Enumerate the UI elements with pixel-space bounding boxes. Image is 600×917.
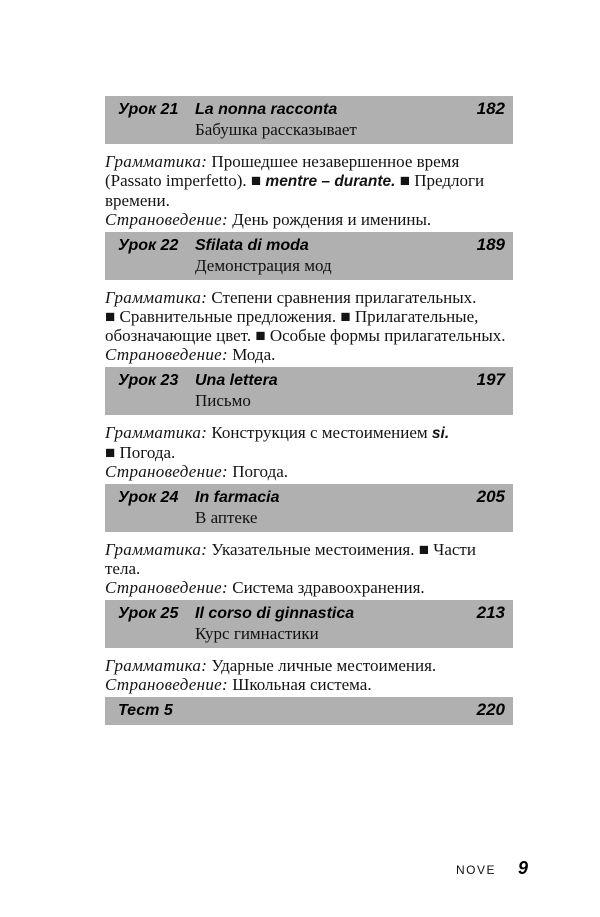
lesson-header-bar: Урок 21 La nonna racconta 182 Бабушка расск… [105,96,513,144]
lesson-details: Грамматика: Указательные местоимения. ■ … [105,540,513,597]
note-text: Степени сравнения прилагательных. ■ Срав… [105,288,506,345]
toc-entry: Тест 5 220 [105,697,513,725]
lesson-details: Грамматика: Конструкция с местоимением s… [105,423,513,481]
lesson-number: Урок 23 [118,372,179,389]
note-label: Грамматика: [105,152,208,171]
test-header-bar: Тест 5 220 [105,697,513,725]
lesson-header-bar: Урок 22 Sfilata di moda 189 Демонстрация мо… [105,232,513,280]
footer-page-word: NOVE [455,863,496,877]
header-bar-row: Урок 23 Una lettera 197 [118,370,505,390]
footer-page-number: 9 [517,858,528,878]
grammar-note: Грамматика: Прошедшее незавершенное врем… [105,152,513,210]
lesson-title-italian: In farmacia [195,489,280,506]
note-text: Школьная система. [227,675,372,694]
note-label: Страноведение: [105,578,228,597]
note-label: Страноведение: [105,210,228,229]
note-text: Указательные местоимения. ■ Части тела. [105,540,476,578]
note-label: Страноведение: [105,675,228,694]
note-text: День рождения и именины. [227,210,432,229]
grammar-note: Грамматика: Конструкция с местоимением s… [105,423,513,462]
note-label: Грамматика: [105,288,208,307]
lesson-title-italian: Il corso di ginnastica [195,605,355,622]
header-bar-row: Урок 22 Sfilata di moda 189 [118,235,505,255]
lesson-header-bar: Урок 24 In farmacia 205 В аптеке [105,484,513,532]
lesson-title-russian: Письмо [195,391,251,410]
header-bar-row: Тест 5 220 [118,700,505,720]
lesson-page-number: 213 [476,603,505,622]
toc-entry: Урок 24 In farmacia 205 В аптеке Грамматика:… [105,484,513,597]
lesson-number: Урок 24 [118,489,179,506]
note-text: ■ Погода. [105,443,176,462]
italian-term: si. [431,425,450,442]
note-text: Мода. [227,345,276,364]
test-label: Тест 5 [118,702,173,719]
culture-note: Страноведение: Мода. [105,345,513,364]
lesson-page-number: 182 [476,99,505,118]
header-bar-row: Урок 25 Il corso di ginnastica 213 [118,603,505,623]
note-text: Конструкция с местоимением [207,423,432,442]
note-label: Грамматика: [105,540,208,559]
note-label: Грамматика: [105,656,208,675]
grammar-note: Грамматика: Ударные личные местоимения. [105,656,513,675]
lesson-details: Грамматика: Ударные личные местоимения. С… [105,656,513,694]
note-text: Система здравоохранения. [227,578,425,597]
lesson-header-bar: Урок 25 Il corso di ginnastica 213 Курс гим… [105,600,513,648]
lesson-title-russian: Курс гимнастики [195,624,319,643]
toc-entry: Урок 23 Una lettera 197 Письмо Грамматика: К… [105,367,513,481]
lesson-page-number: 189 [476,235,505,254]
lesson-title-italian: Una lettera [195,372,278,389]
lesson-number: Урок 21 [118,101,179,118]
toc-entry: Урок 25 Il corso di ginnastica 213 Курс гим… [105,600,513,694]
page-footer: NOVE 9 [0,858,528,879]
toc-entry: Урок 22 Sfilata di moda 189 Демонстрация мо… [105,232,513,364]
note-text: Ударные личные местоимения. [207,656,437,675]
culture-note: Страноведение: День рождения и именины. [105,210,513,229]
note-text: Погода. [227,462,289,481]
culture-note: Страноведение: Система здравоохранения. [105,578,513,597]
test-page-number: 220 [476,700,505,719]
note-text: Прошедшее незавершенное время (Passato i… [105,152,460,190]
header-bar-row: Урок 24 In farmacia 205 [118,487,505,507]
lesson-number: Урок 22 [118,237,179,254]
lesson-number: Урок 25 [118,605,179,622]
note-text: ■ Предлоги времени. [105,171,485,210]
lesson-title-russian: Демонстрация мод [195,256,332,275]
table-of-contents: Урок 21 La nonna racconta 182 Бабушка расск… [105,96,513,733]
lesson-title-italian: La nonna racconta [195,101,338,118]
note-label: Страноведение: [105,462,228,481]
lesson-details: Грамматика: Прошедшее незавершенное врем… [105,152,513,229]
lesson-title-italian: Sfilata di moda [195,237,309,254]
lesson-details: Грамматика: Степени сравнения прилагател… [105,288,513,364]
culture-note: Страноведение: Школьная система. [105,675,513,694]
lesson-page-number: 197 [476,370,505,389]
lesson-header-bar: Урок 23 Una lettera 197 Письмо [105,367,513,415]
grammar-note: Грамматика: Указательные местоимения. ■ … [105,540,513,578]
italian-term: mentre – durante. [265,173,396,190]
grammar-note: Грамматика: Степени сравнения прилагател… [105,288,513,345]
note-label: Страноведение: [105,345,228,364]
culture-note: Страноведение: Погода. [105,462,513,481]
header-bar-row: Урок 21 La nonna racconta 182 [118,99,505,119]
lesson-title-russian: Бабушка рассказывает [195,120,357,139]
lesson-title-russian: В аптеке [195,508,258,527]
toc-entry: Урок 21 La nonna racconta 182 Бабушка расск… [105,96,513,229]
lesson-page-number: 205 [476,487,505,506]
note-label: Грамматика: [105,423,208,442]
